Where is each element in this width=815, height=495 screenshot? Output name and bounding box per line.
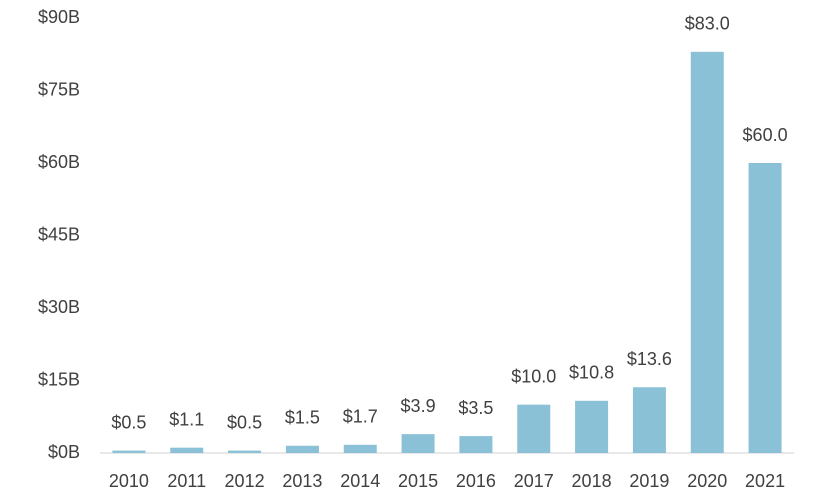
x-tick-label: 2019 — [629, 471, 669, 491]
bar — [632, 387, 666, 453]
x-tick-label: 2017 — [514, 471, 554, 491]
data-label: $60.0 — [743, 125, 788, 145]
x-tick-label: 2020 — [687, 471, 727, 491]
bar — [401, 434, 435, 453]
y-tick-label: $15B — [38, 369, 80, 389]
data-label: $3.9 — [401, 396, 436, 416]
x-tick-label: 2014 — [340, 471, 380, 491]
y-tick-label: $45B — [38, 224, 80, 244]
x-tick-label: 2012 — [225, 471, 265, 491]
x-tick-label: 2013 — [282, 471, 322, 491]
x-tick-label: 2016 — [456, 471, 496, 491]
data-label: $10.0 — [511, 366, 556, 386]
data-label: $83.0 — [685, 14, 730, 34]
data-label: $0.5 — [111, 412, 146, 432]
x-tick-label: 2010 — [109, 471, 149, 491]
data-label: $10.8 — [569, 363, 614, 383]
data-label: $1.5 — [285, 408, 320, 428]
data-label: $0.5 — [227, 412, 262, 432]
x-tick-label: 2015 — [398, 471, 438, 491]
x-tick-label: 2021 — [745, 471, 785, 491]
y-tick-label: $75B — [38, 79, 80, 99]
bar — [517, 404, 551, 453]
y-tick-label: $0B — [48, 442, 80, 462]
y-tick-label: $30B — [38, 297, 80, 317]
bar — [112, 450, 146, 453]
y-tick-label: $60B — [38, 152, 80, 172]
x-tick-label: 2011 — [167, 471, 206, 491]
data-label: $3.5 — [458, 398, 493, 418]
bar — [748, 163, 782, 453]
bar — [285, 445, 319, 453]
bar — [170, 447, 204, 453]
data-label: $1.7 — [343, 407, 378, 427]
data-label: $13.6 — [627, 349, 672, 369]
bar — [228, 450, 262, 453]
y-tick-label: $90B — [38, 7, 80, 27]
bar — [459, 436, 493, 453]
data-label: $1.1 — [169, 409, 204, 429]
x-tick-label: 2018 — [572, 471, 612, 491]
bar — [575, 400, 609, 453]
bar — [690, 51, 724, 453]
bar — [343, 444, 377, 453]
